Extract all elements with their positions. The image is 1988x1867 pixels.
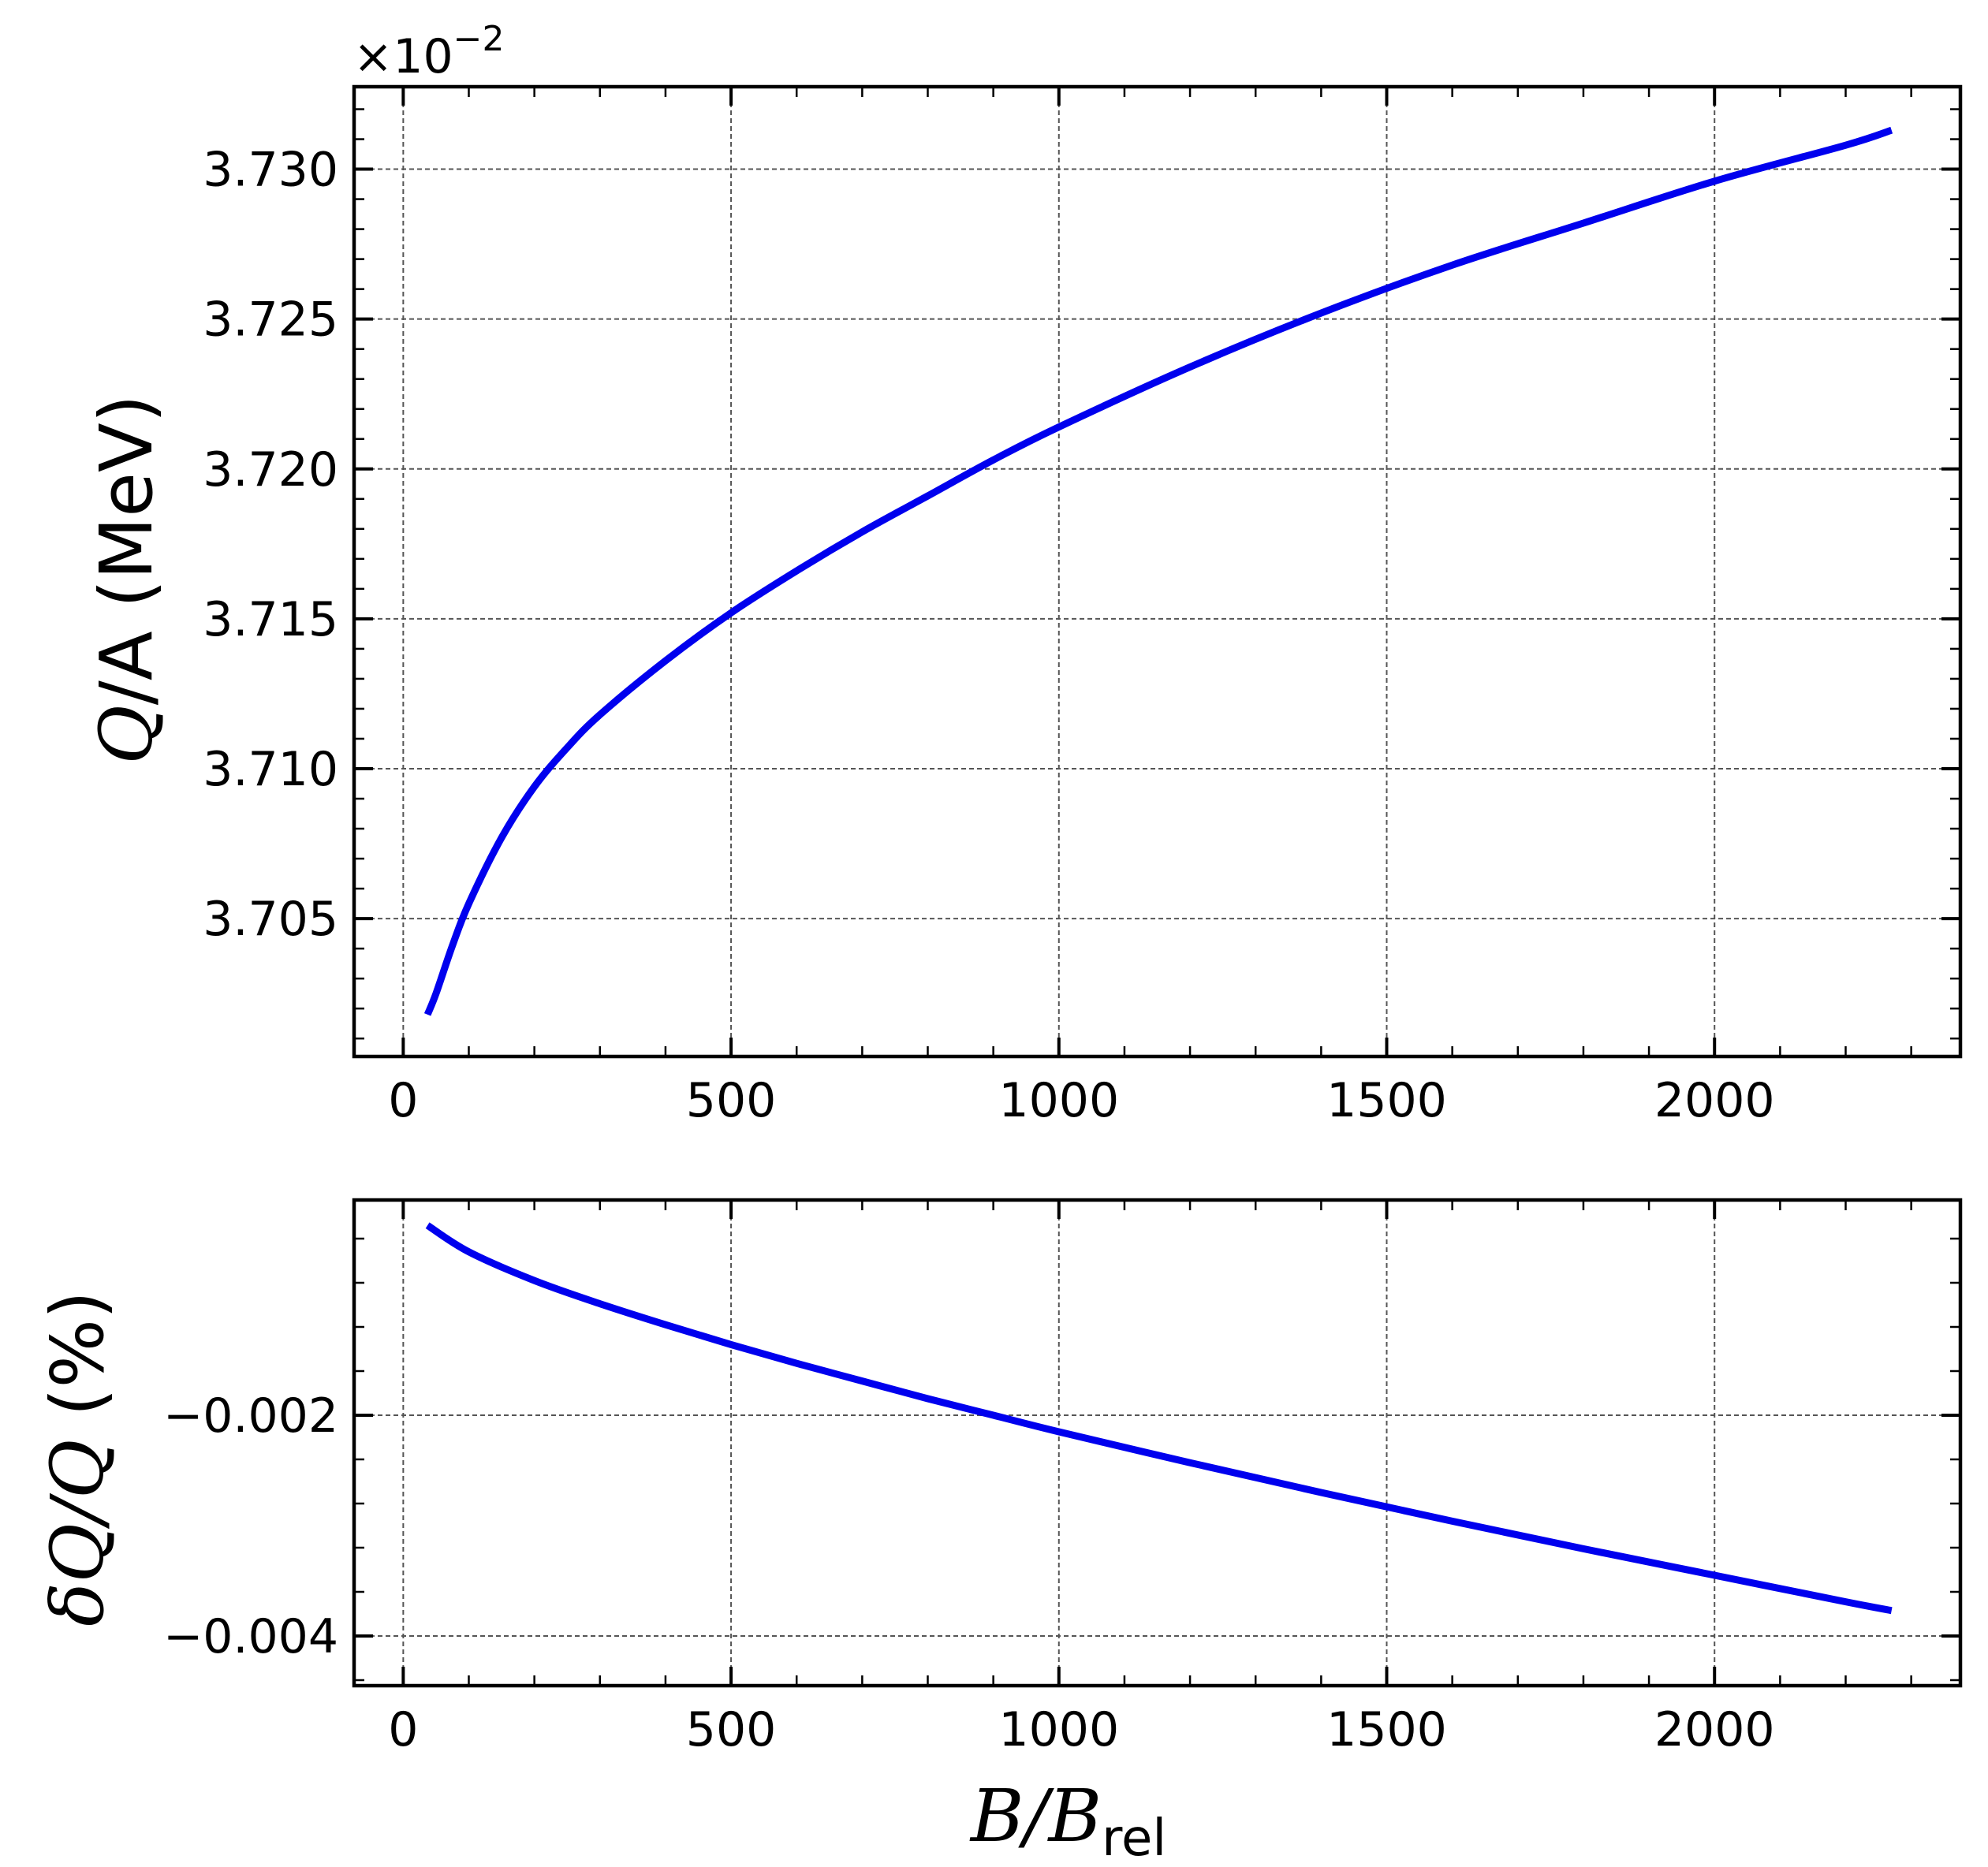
- x-axis-label: B/Brel: [969, 1774, 1166, 1867]
- bottom-y-tick-labels: −0.002 −0.004: [163, 1388, 338, 1664]
- bot-x-tick-label: 1000: [998, 1702, 1119, 1757]
- top-x-tick-label: 1000: [998, 1073, 1119, 1128]
- top-y-axis-label: Q/A (MeV): [84, 394, 169, 764]
- top-y-tick-label: 3.705: [203, 892, 338, 947]
- bottom-panel: 0 500 1000 1500 2000 −0.002 −0.004 δQ/Q (%) B…: [35, 1198, 1963, 1867]
- bottom-series-line: [425, 1222, 1893, 1615]
- bottom-ticks: [354, 1200, 1960, 1686]
- bottom-y-axis-label: δQ/Q (%): [35, 1291, 120, 1627]
- top-offset-text: ×10−2: [353, 19, 505, 84]
- top-y-tick-label: 3.720: [203, 442, 338, 497]
- top-y-tick-label: 3.725: [203, 293, 338, 348]
- top-x-tick-labels: 0 500 1000 1500 2000: [388, 1073, 1774, 1128]
- top-y-tick-label: 3.710: [203, 742, 338, 797]
- bot-x-tick-label: 500: [686, 1702, 777, 1757]
- bottom-grid: [354, 1200, 1960, 1686]
- bot-y-tick-label: −0.002: [163, 1388, 338, 1444]
- top-x-tick-label: 1500: [1326, 1073, 1447, 1128]
- bot-x-tick-label: 0: [388, 1702, 418, 1757]
- bot-x-tick-label: 2000: [1654, 1702, 1775, 1757]
- bot-y-tick-label: −0.004: [163, 1609, 338, 1664]
- bot-x-tick-label: 1500: [1326, 1702, 1447, 1757]
- top-x-tick-label: 500: [686, 1073, 777, 1128]
- top-x-tick-label: 0: [388, 1073, 418, 1128]
- top-x-tick-label: 2000: [1654, 1073, 1775, 1128]
- bottom-plot-frame: [352, 1198, 1963, 1688]
- top-series-line: [423, 126, 1893, 1016]
- bottom-x-tick-labels: 0 500 1000 1500 2000: [388, 1702, 1774, 1757]
- top-panel: 0 500 1000 1500 2000 3.7053.7103.7153.7203.7…: [84, 19, 1963, 1128]
- top-y-tick-labels: 3.705 3.710 3.715 3.720 3.725 3.730: [203, 143, 338, 948]
- top-ticks: [354, 87, 1960, 1056]
- top-plot-frame: [352, 84, 1963, 1059]
- top-y-tick-label: 3.730: [203, 143, 338, 198]
- top-grid: [354, 87, 1960, 1056]
- top-y-tick-label: 3.715: [203, 592, 338, 647]
